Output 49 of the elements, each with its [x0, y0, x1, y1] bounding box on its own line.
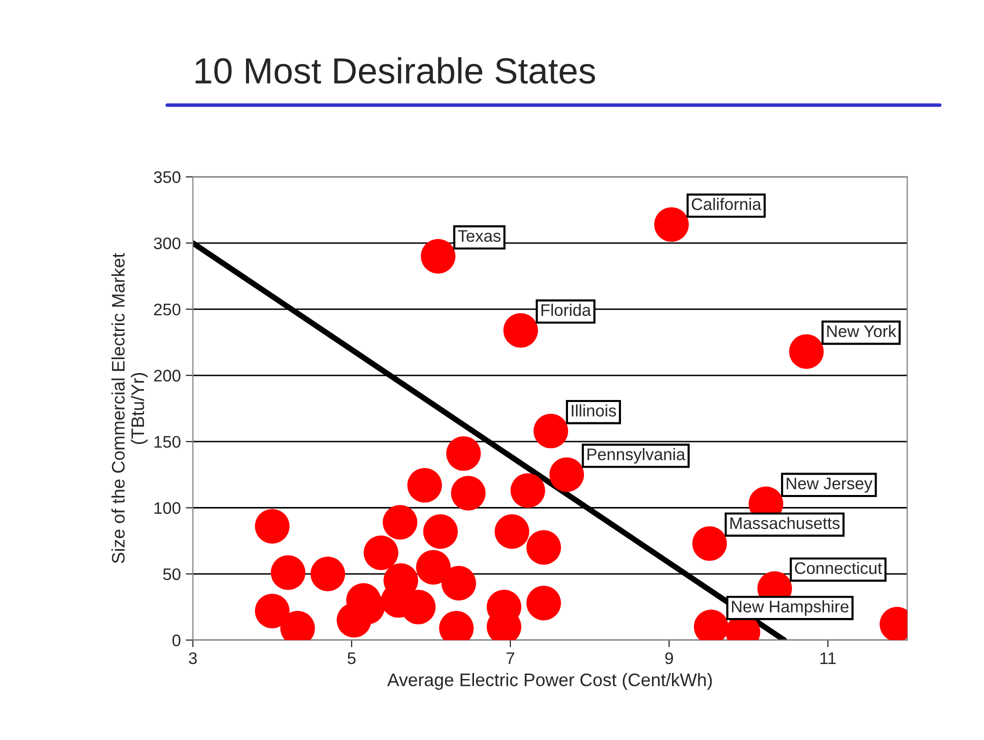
x-tick-label: 11 [820, 652, 836, 664]
y-axis-title: Size of the Commercial Electric Market (TBtu/Yr) [111, 253, 148, 564]
annotation: Pennsylvania [588, 448, 686, 464]
point [254, 594, 290, 628]
point [270, 555, 306, 590]
annotation: Florida [542, 304, 592, 316]
annotation: New Hampshire [732, 600, 848, 616]
point [692, 526, 727, 561]
point [407, 468, 442, 503]
point [382, 505, 418, 540]
point [534, 414, 568, 448]
point [494, 514, 530, 549]
x-tick-label: 3 [188, 652, 197, 664]
point [549, 457, 584, 492]
x-tick-label: 5 [348, 652, 356, 664]
annotation: Massachusetts [730, 516, 840, 530]
point [423, 514, 458, 549]
point [503, 313, 538, 348]
point [254, 508, 290, 544]
point [526, 530, 561, 565]
x-tick-label: 7 [506, 652, 514, 664]
point [364, 535, 398, 570]
y-tick-label: 150 [154, 436, 180, 448]
point [446, 436, 481, 471]
point [510, 473, 546, 508]
annotation: New York [827, 324, 896, 338]
x-axis-title: Average Electric Power Cost (Cent/kWh) [387, 673, 712, 690]
point [416, 550, 451, 585]
y-tick-label: 50 [163, 568, 180, 580]
y-tick-label: 350 [154, 171, 180, 184]
point [441, 566, 476, 600]
point [526, 586, 561, 620]
annotation: Illinois [572, 404, 616, 417]
y-tick-label: 200 [154, 370, 180, 382]
y-tick-label: 300 [154, 237, 180, 250]
y-tick-label: 100 [154, 502, 180, 514]
point [654, 207, 689, 242]
annotation: California [692, 198, 762, 210]
point [789, 334, 824, 369]
chart-title: 10 Most Desirable States [196, 57, 595, 84]
point [310, 556, 346, 592]
annotation: Connecticut [794, 562, 882, 574]
annotation: Texas [458, 230, 501, 242]
point [420, 238, 456, 274]
point [451, 476, 486, 510]
annotation: New Jersey [786, 478, 872, 493]
y-tick-label: 250 [154, 304, 180, 316]
y-tick-label: 0 [172, 634, 180, 646]
x-tick-label: 9 [665, 652, 673, 664]
